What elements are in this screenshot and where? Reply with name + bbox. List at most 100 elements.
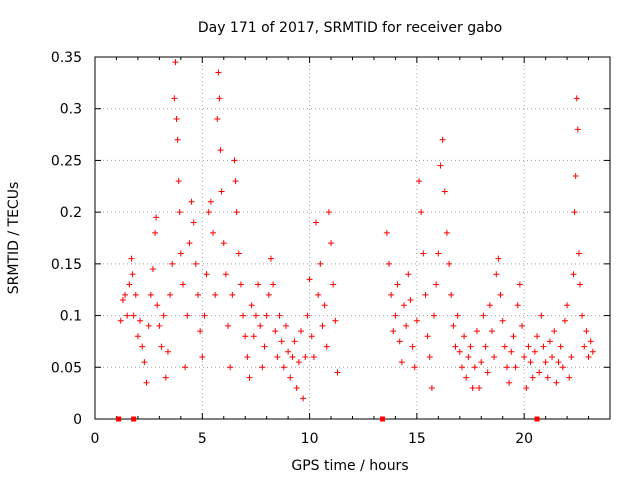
data-point xyxy=(392,312,399,319)
y-tick-label: 0.2 xyxy=(60,205,82,221)
data-point xyxy=(265,291,272,298)
data-point xyxy=(237,281,244,288)
data-point xyxy=(328,240,335,247)
data-point xyxy=(546,338,553,345)
data-point xyxy=(581,343,588,350)
data-point xyxy=(132,291,139,298)
data-point xyxy=(493,271,500,278)
data-point xyxy=(409,343,416,350)
data-point xyxy=(152,229,159,236)
data-point xyxy=(190,219,197,226)
data-point xyxy=(154,302,161,309)
data-point xyxy=(217,147,224,154)
data-point xyxy=(124,312,131,319)
data-point xyxy=(308,333,315,340)
data-point xyxy=(270,281,277,288)
data-point xyxy=(383,229,390,236)
data-point xyxy=(162,374,169,381)
data-point xyxy=(274,353,281,360)
data-point xyxy=(137,317,144,324)
data-point xyxy=(197,328,204,335)
x-tick-label: 0 xyxy=(91,431,100,447)
chart-title: Day 171 of 2017, SRMTID for receiver gab… xyxy=(198,20,502,36)
data-point xyxy=(557,343,564,350)
data-point xyxy=(473,328,480,335)
data-point xyxy=(167,291,174,298)
data-point xyxy=(506,379,513,386)
data-point xyxy=(525,343,532,350)
data-point xyxy=(173,116,180,123)
data-point xyxy=(192,260,199,267)
data-point xyxy=(469,384,476,391)
zero-marker-point xyxy=(380,416,386,422)
data-point xyxy=(195,291,201,298)
data-point xyxy=(325,209,332,216)
y-tick-label: 0.05 xyxy=(51,360,82,376)
data-point xyxy=(396,338,403,345)
y-tick-label: 0.35 xyxy=(51,50,82,66)
data-point xyxy=(488,328,495,335)
data-point xyxy=(413,317,420,324)
data-point xyxy=(510,333,517,340)
data-point xyxy=(512,364,519,371)
data-point xyxy=(117,317,124,324)
data-point xyxy=(394,281,401,288)
data-point xyxy=(257,322,264,329)
y-tick-label: 0 xyxy=(73,412,82,428)
data-point xyxy=(555,359,562,366)
data-point xyxy=(145,322,152,329)
data-point xyxy=(501,343,508,350)
data-point xyxy=(484,369,491,376)
data-point xyxy=(128,255,135,262)
zero-marker-point xyxy=(534,416,540,422)
data-point xyxy=(291,338,298,345)
data-point xyxy=(568,353,575,360)
data-point xyxy=(158,343,165,350)
data-point xyxy=(401,302,407,309)
data-point xyxy=(416,178,423,185)
data-point xyxy=(536,369,543,376)
data-point xyxy=(411,364,418,371)
data-point xyxy=(244,353,251,360)
data-point xyxy=(583,328,590,335)
data-point xyxy=(289,353,296,360)
data-point xyxy=(261,343,268,350)
data-point xyxy=(304,312,311,319)
data-point xyxy=(523,384,530,391)
data-point xyxy=(246,374,253,381)
data-point xyxy=(153,214,160,221)
data-point xyxy=(446,260,453,267)
data-point xyxy=(561,317,568,324)
data-point xyxy=(574,126,581,133)
data-point xyxy=(293,384,300,391)
data-point xyxy=(199,353,206,360)
data-point xyxy=(319,322,326,329)
data-point xyxy=(441,188,448,195)
data-point xyxy=(544,374,551,381)
data-point xyxy=(177,250,184,257)
data-point xyxy=(385,260,392,267)
data-point xyxy=(388,291,395,298)
data-point xyxy=(232,178,239,185)
data-point xyxy=(300,395,307,402)
data-point xyxy=(398,359,405,366)
data-point xyxy=(222,271,229,278)
data-point xyxy=(139,343,146,350)
zero-marker-point xyxy=(131,416,137,422)
data-point xyxy=(225,322,232,329)
data-point xyxy=(149,266,156,273)
y-tick-label: 0.1 xyxy=(60,309,82,325)
data-point xyxy=(589,348,596,355)
data-point xyxy=(437,162,444,169)
data-point xyxy=(287,374,294,381)
data-point xyxy=(540,343,547,350)
data-point xyxy=(220,240,227,247)
data-point xyxy=(529,374,536,381)
data-point xyxy=(164,348,171,355)
axis-ticks: 0 5 10 15 20 0 0.05 0.1 0.15 0.2 0.25 0.3 0.35 xyxy=(51,50,610,447)
data-point xyxy=(573,95,580,102)
x-axis-label: GPS time / hours xyxy=(291,458,408,474)
data-point xyxy=(564,302,571,309)
data-point xyxy=(575,250,582,257)
data-point xyxy=(201,312,208,319)
